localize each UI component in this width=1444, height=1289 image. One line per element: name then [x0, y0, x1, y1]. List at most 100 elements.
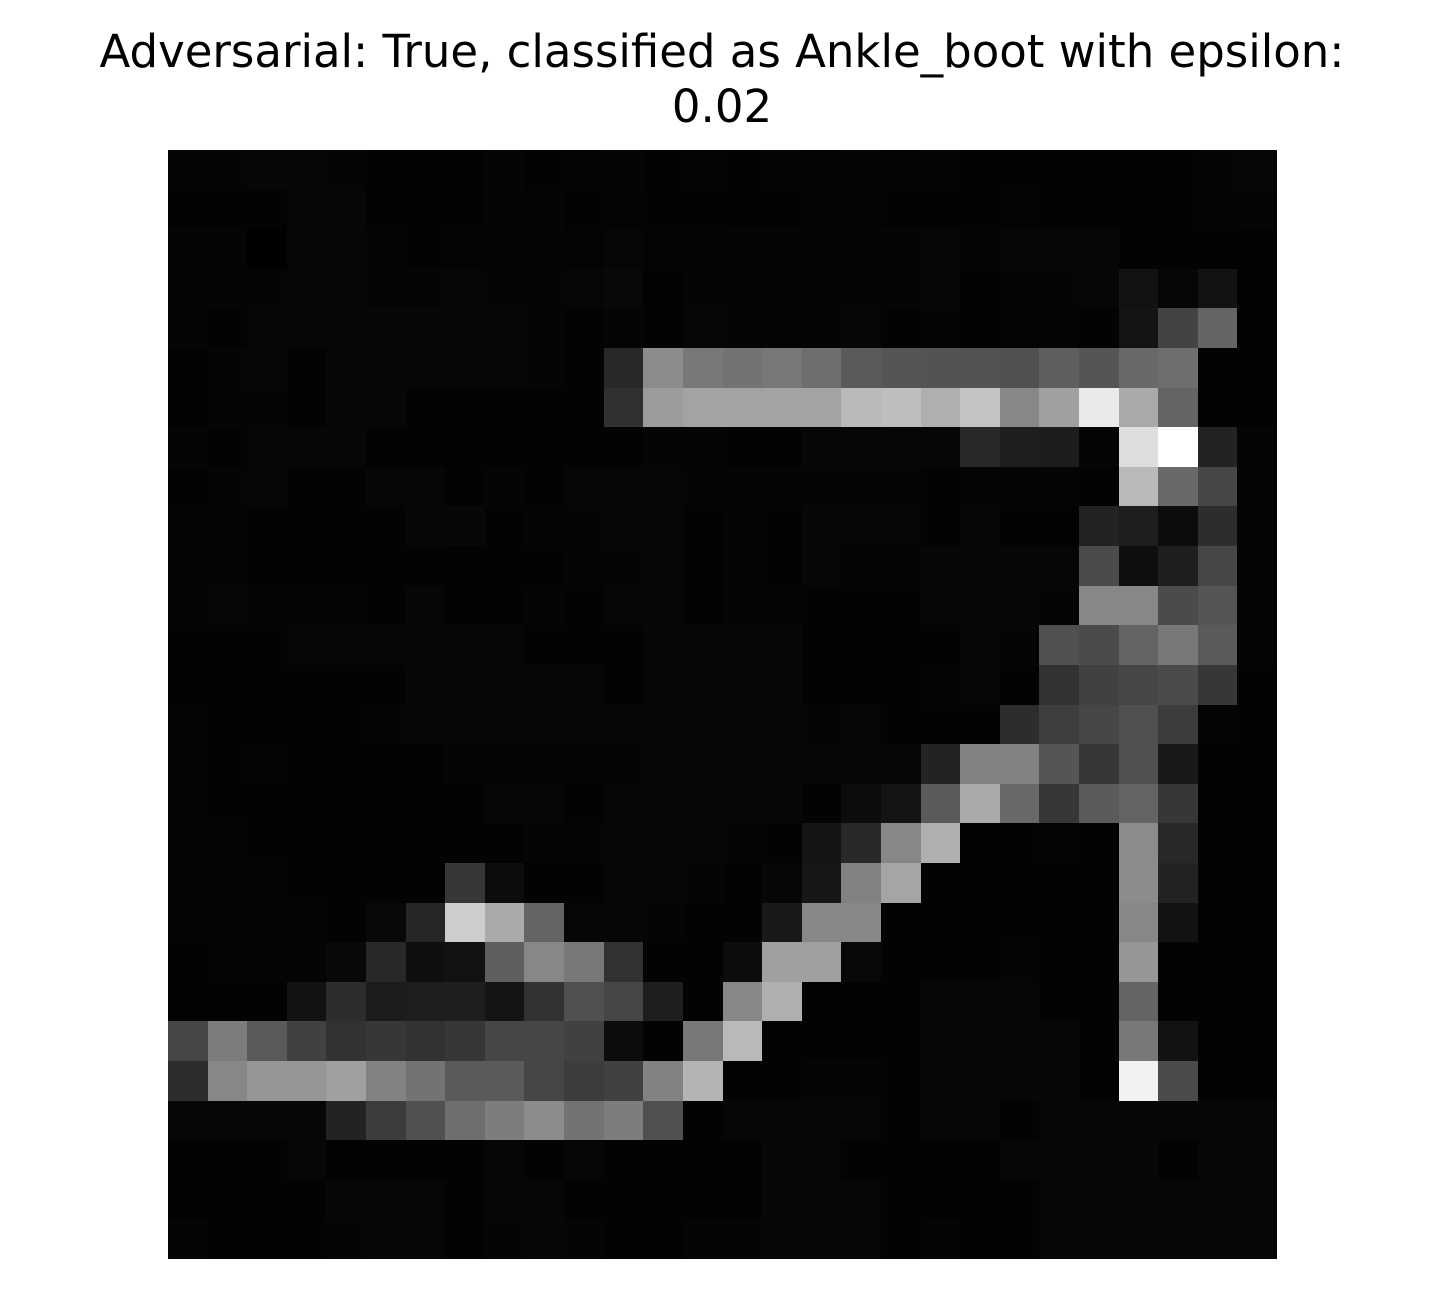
pixel-cell-r9-c16	[802, 506, 841, 546]
pixel-cell-r11-c15	[762, 586, 802, 625]
pixel-cell-r20-c5	[366, 942, 406, 982]
pixel-cell-r4-c26	[1198, 308, 1237, 348]
pixel-cell-r11-c3	[287, 586, 326, 625]
pixel-cell-r10-c8	[485, 546, 524, 586]
pixel-cell-r21-c12	[643, 982, 683, 1021]
pixel-cell-r14-c2	[247, 705, 287, 744]
pixel-cell-r16-c12	[643, 784, 683, 823]
pixel-cell-r13-c3	[287, 665, 326, 705]
pixel-cell-r20-c22	[1039, 942, 1079, 982]
pixel-cell-r18-c18	[881, 863, 921, 903]
pixel-cell-r3-c22	[1039, 269, 1079, 308]
pixel-cell-r10-c17	[841, 546, 881, 586]
pixel-cell-r0-c17	[841, 150, 881, 190]
pixel-cell-r19-c27	[1237, 903, 1277, 942]
pixel-cell-r22-c5	[366, 1021, 406, 1061]
pixel-cell-r21-c17	[841, 982, 881, 1021]
pixel-cell-r9-c14	[723, 506, 762, 546]
pixel-cell-r13-c26	[1198, 665, 1237, 705]
pixel-cell-r23-c26	[1198, 1061, 1237, 1101]
pixel-cell-r14-c0	[168, 705, 208, 744]
pixel-cell-r14-c4	[326, 705, 366, 744]
pixel-cell-r20-c13	[683, 942, 723, 982]
pixel-cell-r16-c24	[1119, 784, 1158, 823]
pixel-cell-r14-c3	[287, 705, 326, 744]
pixel-cell-r22-c19	[921, 1021, 960, 1061]
pixel-cell-r17-c4	[326, 823, 366, 863]
pixel-cell-r16-c0	[168, 784, 208, 823]
pixel-cell-r9-c15	[762, 506, 802, 546]
pixel-cell-r7-c16	[802, 427, 841, 467]
pixel-cell-r20-c12	[643, 942, 683, 982]
pixel-cell-r24-c24	[1119, 1101, 1158, 1140]
pixel-cell-r16-c7	[445, 784, 485, 823]
pixel-cell-r12-c26	[1198, 625, 1237, 665]
pixel-cell-r8-c1	[208, 467, 247, 506]
pixel-cell-r9-c7	[445, 506, 485, 546]
pixel-cell-r19-c4	[326, 903, 366, 942]
pixel-cell-r19-c6	[406, 903, 445, 942]
pixel-cell-r12-c3	[287, 625, 326, 665]
pixel-cell-r6-c17	[841, 388, 881, 427]
pixel-cell-r1-c5	[366, 190, 406, 229]
pixel-cell-r14-c12	[643, 705, 683, 744]
pixel-cell-r22-c15	[762, 1021, 802, 1061]
pixel-cell-r18-c23	[1079, 863, 1119, 903]
pixel-cell-r24-c22	[1039, 1101, 1079, 1140]
pixel-cell-r19-c23	[1079, 903, 1119, 942]
pixel-cell-r7-c21	[1000, 427, 1039, 467]
pixel-cell-r4-c10	[564, 308, 604, 348]
pixel-cell-r17-c19	[921, 823, 960, 863]
pixel-cell-r14-c17	[841, 705, 881, 744]
pixel-cell-r7-c9	[524, 427, 564, 467]
pixel-cell-r24-c8	[485, 1101, 524, 1140]
pixel-cell-r5-c20	[960, 348, 1000, 388]
pixel-cell-r5-c21	[1000, 348, 1039, 388]
pixel-cell-r16-c6	[406, 784, 445, 823]
pixel-cell-r25-c0	[168, 1140, 208, 1180]
pixel-cell-r1-c15	[762, 190, 802, 229]
pixel-cell-r3-c24	[1119, 269, 1158, 308]
pixel-cell-r9-c20	[960, 506, 1000, 546]
pixel-cell-r17-c13	[683, 823, 723, 863]
pixel-cell-r5-c1	[208, 348, 247, 388]
pixel-cell-r11-c18	[881, 586, 921, 625]
pixel-cell-r27-c19	[921, 1219, 960, 1259]
pixel-cell-r20-c2	[247, 942, 287, 982]
pixel-cell-r25-c19	[921, 1140, 960, 1180]
pixel-cell-r27-c12	[643, 1219, 683, 1259]
pixel-cell-r18-c26	[1198, 863, 1237, 903]
pixel-cell-r26-c21	[1000, 1180, 1039, 1219]
pixel-cell-r19-c16	[802, 903, 841, 942]
pixel-cell-r27-c25	[1158, 1219, 1198, 1259]
pixel-cell-r27-c21	[1000, 1219, 1039, 1259]
pixel-cell-r7-c22	[1039, 427, 1079, 467]
pixel-cell-r9-c1	[208, 506, 247, 546]
pixel-cell-r5-c19	[921, 348, 960, 388]
pixel-cell-r7-c18	[881, 427, 921, 467]
pixel-cell-r24-c2	[247, 1101, 287, 1140]
pixel-cell-r8-c3	[287, 467, 326, 506]
pixel-cell-r12-c0	[168, 625, 208, 665]
pixel-cell-r2-c10	[564, 229, 604, 269]
pixel-cell-r10-c21	[1000, 546, 1039, 586]
pixel-cell-r5-c10	[564, 348, 604, 388]
pixel-cell-r19-c24	[1119, 903, 1158, 942]
pixel-cell-r16-c2	[247, 784, 287, 823]
pixel-cell-r6-c26	[1198, 388, 1237, 427]
pixel-cell-r17-c6	[406, 823, 445, 863]
pixel-cell-r20-c18	[881, 942, 921, 982]
pixel-cell-r13-c6	[406, 665, 445, 705]
pixel-cell-r20-c24	[1119, 942, 1158, 982]
pixel-cell-r1-c19	[921, 190, 960, 229]
pixel-cell-r21-c4	[326, 982, 366, 1021]
pixel-cell-r13-c25	[1158, 665, 1198, 705]
pixel-cell-r8-c2	[247, 467, 287, 506]
pixel-cell-r6-c23	[1079, 388, 1119, 427]
pixel-cell-r9-c21	[1000, 506, 1039, 546]
pixel-cell-r13-c4	[326, 665, 366, 705]
pixel-cell-r5-c24	[1119, 348, 1158, 388]
pixel-cell-r20-c10	[564, 942, 604, 982]
pixel-cell-r1-c11	[604, 190, 643, 229]
